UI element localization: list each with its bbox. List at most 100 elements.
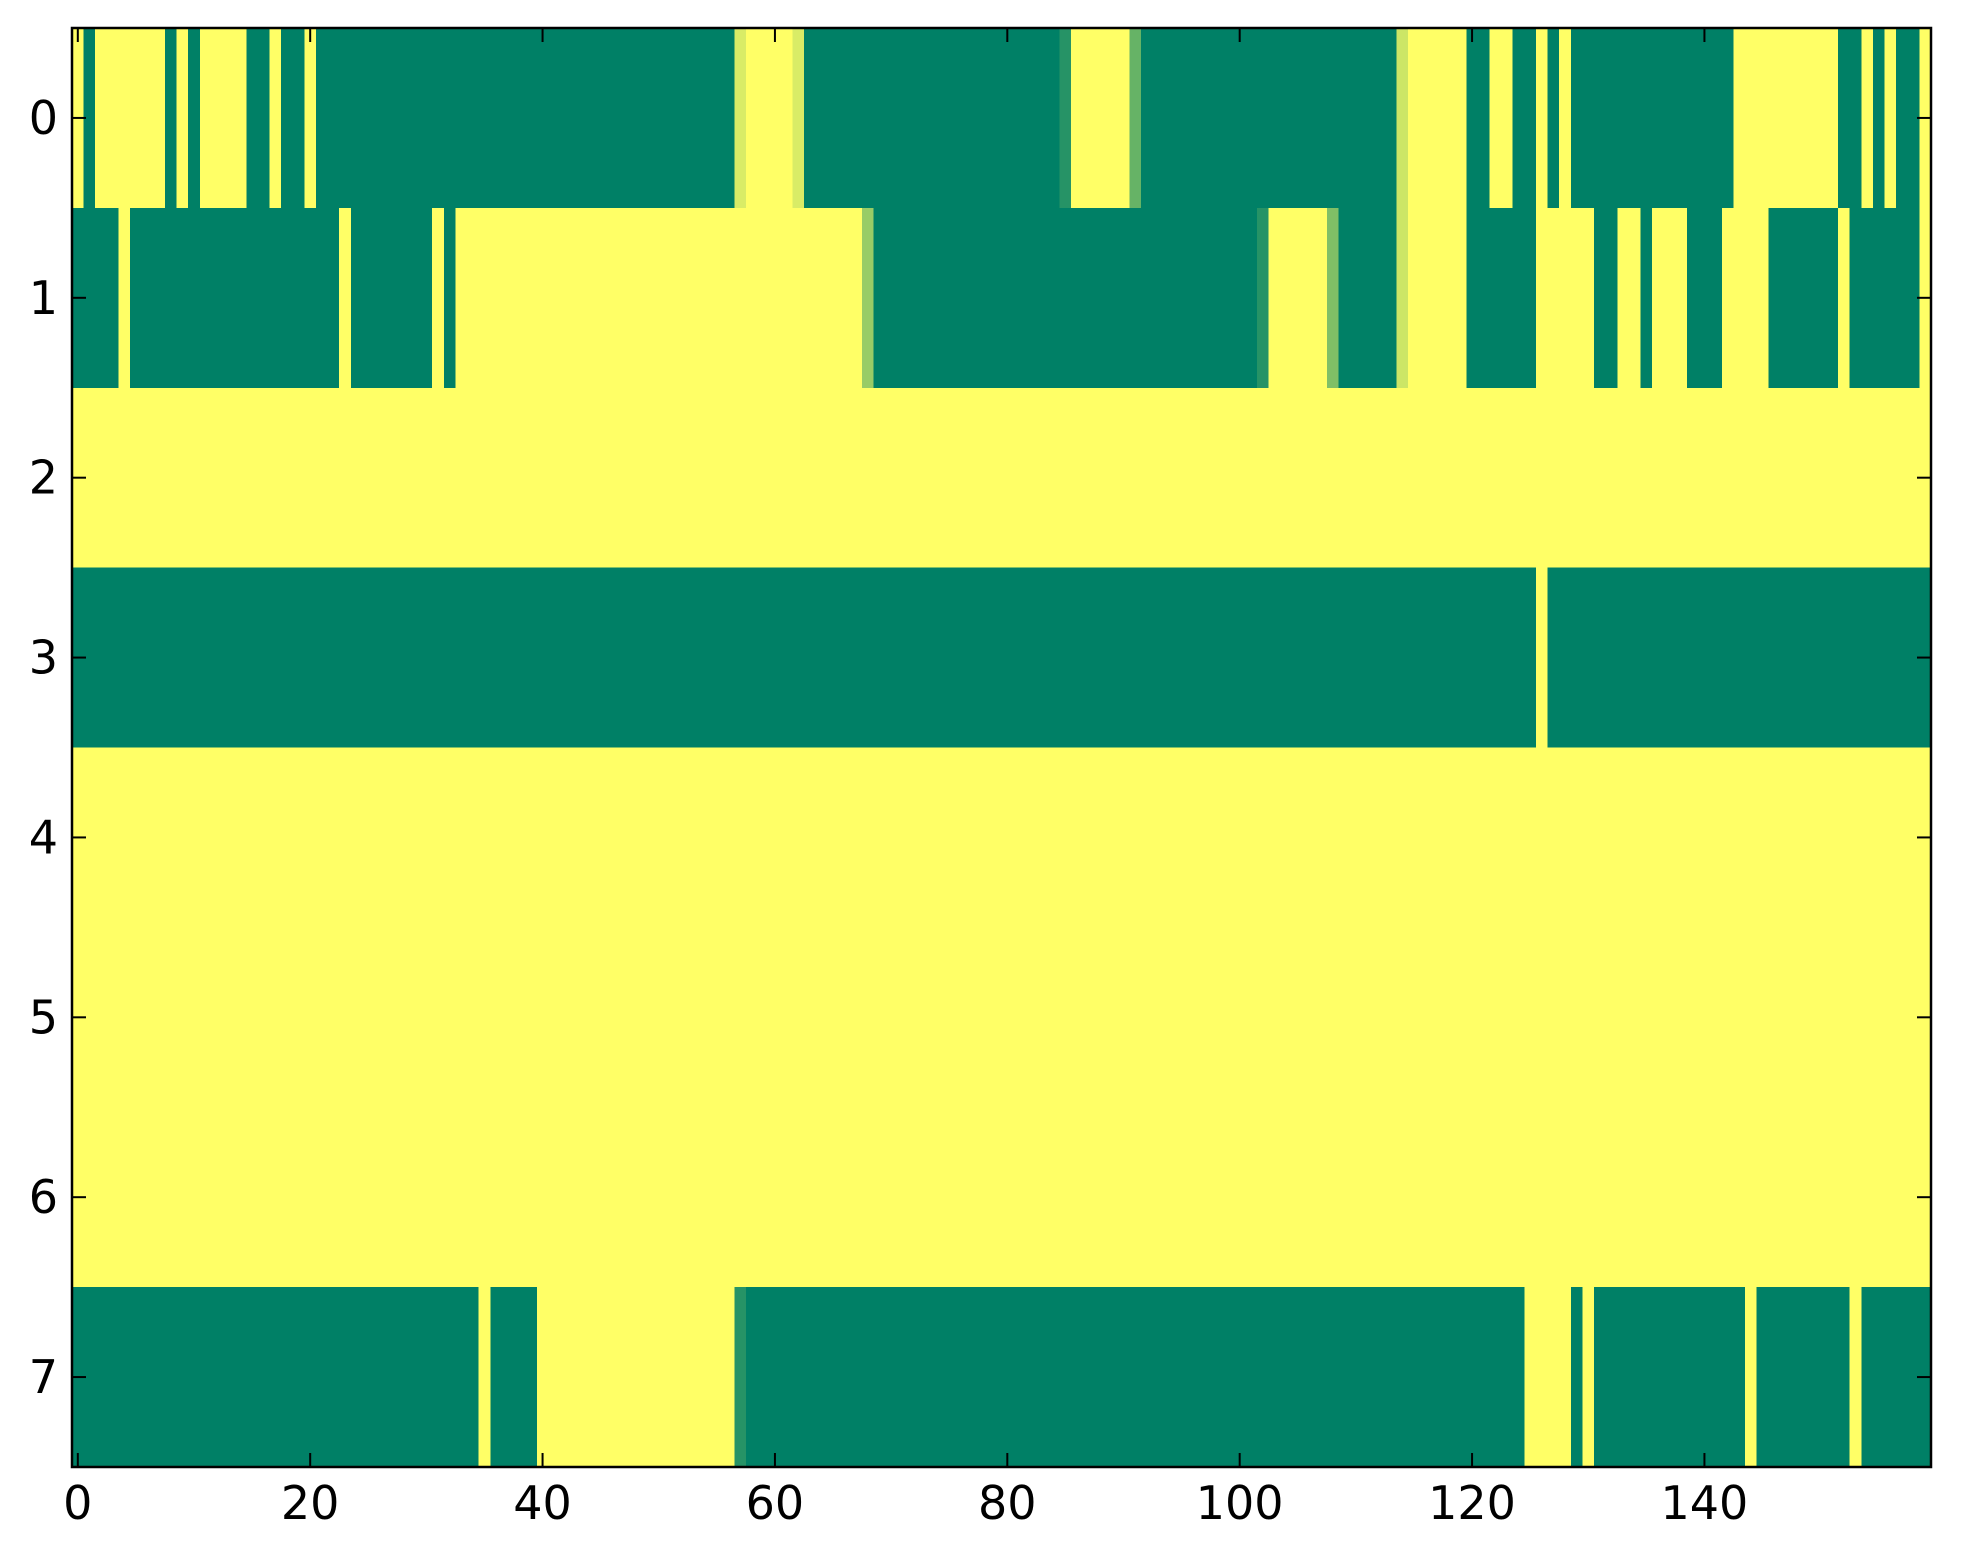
- cell: [350, 927, 364, 1108]
- cell: [1187, 927, 1200, 1108]
- cell: [1350, 567, 1363, 749]
- cell: [1617, 1107, 1630, 1288]
- cell: [1675, 567, 1688, 749]
- cell: [501, 387, 515, 569]
- cell: [292, 1107, 305, 1288]
- cell: [955, 927, 968, 1108]
- cell: [1861, 28, 1874, 209]
- cell: [490, 387, 503, 569]
- cell: [223, 927, 236, 1108]
- cell: [199, 1107, 213, 1288]
- cell: [1791, 207, 1804, 389]
- cell: [780, 1287, 793, 1468]
- cell: [408, 1287, 422, 1468]
- cell: [525, 207, 538, 389]
- cell: [327, 567, 340, 749]
- cell: [350, 387, 364, 569]
- cell: [1477, 1107, 1491, 1288]
- cell: [1210, 927, 1223, 1108]
- cell: [141, 747, 154, 928]
- cell: [118, 747, 131, 928]
- cell: [1872, 387, 1886, 569]
- cell: [362, 927, 375, 1108]
- cell: [1745, 1287, 1758, 1468]
- cell: [1838, 747, 1851, 928]
- cell: [1036, 1287, 1049, 1468]
- cell: [838, 927, 852, 1108]
- axes: 0 20 40 60 80 100 120 140 0 1 2 3 4 5 6 7: [29, 28, 1931, 1530]
- cell: [327, 1107, 340, 1288]
- cell: [885, 1107, 898, 1288]
- cell: [1280, 1287, 1293, 1468]
- cell: [943, 387, 956, 569]
- cell: [1257, 927, 1270, 1108]
- cell: [1454, 207, 1467, 389]
- cell: [1059, 567, 1072, 749]
- cell: [1315, 1287, 1328, 1468]
- cell: [1524, 1287, 1537, 1468]
- cell: [792, 28, 805, 209]
- cell: [652, 207, 666, 389]
- cell: [583, 28, 596, 209]
- cell: [1164, 387, 1177, 569]
- cell: [1315, 1107, 1328, 1288]
- cell: [769, 207, 782, 389]
- cell: [1408, 747, 1421, 928]
- cell: [734, 1287, 747, 1468]
- cell: [815, 207, 828, 389]
- cell: [1222, 207, 1235, 389]
- cell: [664, 387, 677, 569]
- cell: [966, 1107, 979, 1288]
- cell: [1210, 1107, 1223, 1288]
- cell: [1454, 747, 1467, 928]
- cell: [1826, 1287, 1839, 1468]
- cell: [1210, 1287, 1223, 1468]
- cell: [164, 927, 178, 1108]
- cell: [955, 567, 968, 749]
- cell: [1001, 28, 1014, 209]
- cell: [548, 28, 561, 209]
- cell: [95, 28, 108, 209]
- cell: [1129, 927, 1142, 1108]
- cell: [1477, 1287, 1491, 1468]
- cell: [1454, 927, 1467, 1108]
- cell: [1326, 927, 1340, 1108]
- cell: [1628, 567, 1642, 749]
- cell: [1268, 747, 1281, 928]
- cell: [1756, 207, 1769, 389]
- cell: [1803, 927, 1816, 1108]
- cell: [1175, 567, 1188, 749]
- cell: [687, 567, 701, 749]
- cell: [1071, 747, 1084, 928]
- y-tick-label: 6: [29, 1170, 58, 1224]
- cell: [467, 927, 480, 1108]
- cell: [1617, 1287, 1630, 1468]
- cell: [1117, 567, 1130, 749]
- cell: [1675, 747, 1688, 928]
- cell: [1652, 387, 1665, 569]
- cell: [827, 927, 840, 1108]
- cell: [1559, 1287, 1572, 1468]
- cell: [943, 207, 956, 389]
- cell: [1768, 747, 1781, 928]
- cell: [1663, 387, 1676, 569]
- cell: [606, 1107, 619, 1288]
- cell: [827, 747, 840, 928]
- cell: [443, 1107, 457, 1288]
- cell: [292, 28, 305, 209]
- cell: [350, 207, 364, 389]
- cell: [1013, 207, 1026, 389]
- x-tick-label: 60: [746, 1476, 805, 1530]
- cell: [1535, 1287, 1549, 1468]
- cell: [1838, 387, 1851, 569]
- cell: [757, 747, 770, 928]
- cell: [1652, 28, 1665, 209]
- cell: [1396, 747, 1409, 928]
- cell: [1733, 1287, 1746, 1468]
- cell: [629, 387, 642, 569]
- cell: [1280, 387, 1293, 569]
- cell: [931, 207, 945, 389]
- cell: [711, 567, 724, 749]
- cell: [1605, 1107, 1618, 1288]
- cell: [315, 207, 329, 389]
